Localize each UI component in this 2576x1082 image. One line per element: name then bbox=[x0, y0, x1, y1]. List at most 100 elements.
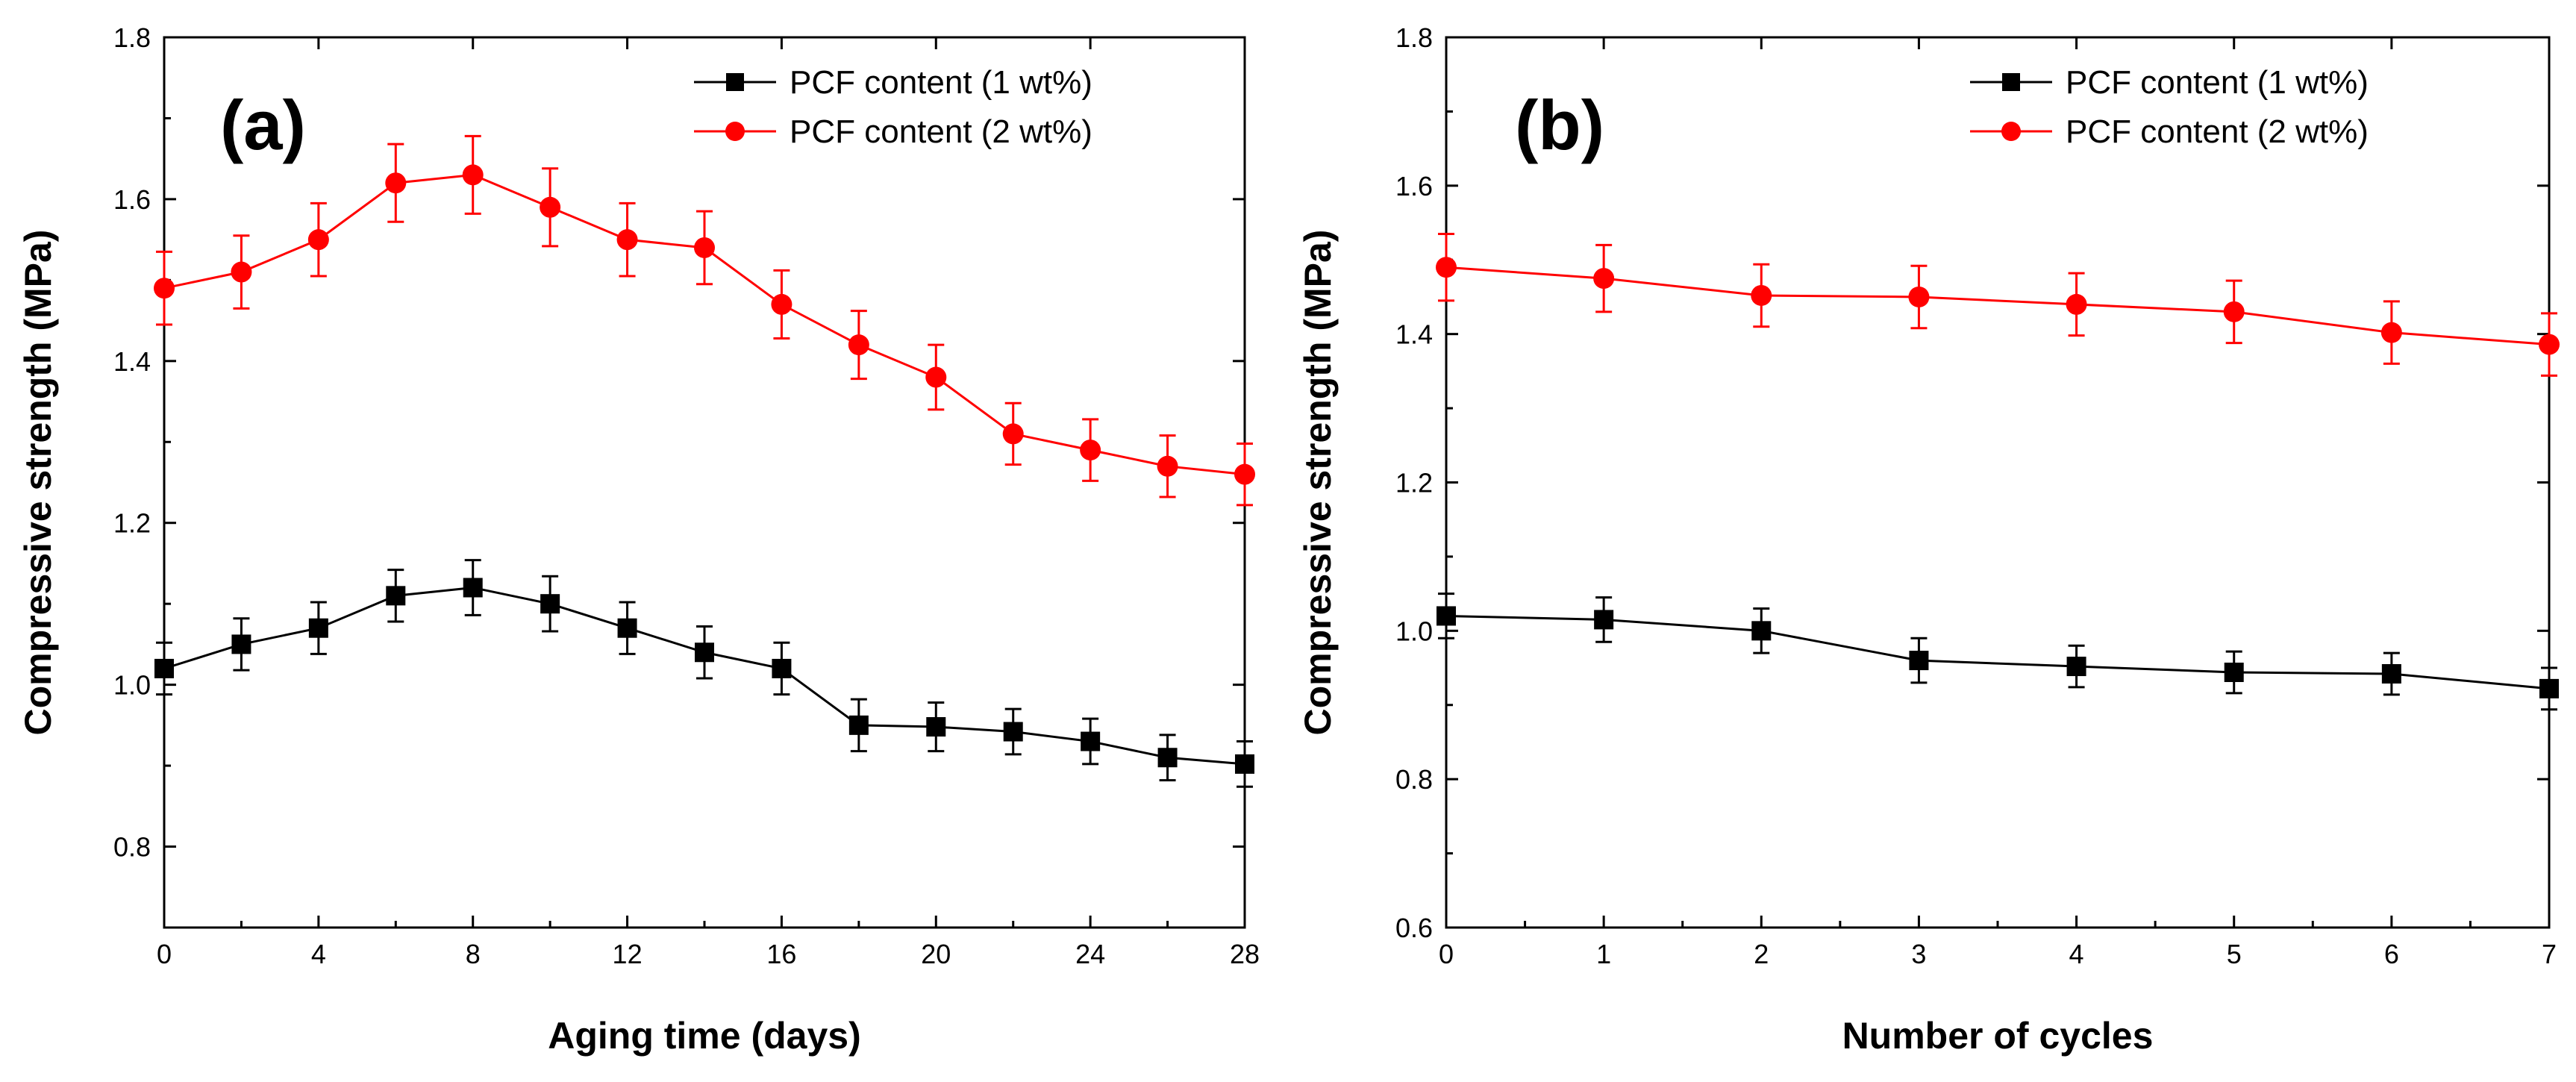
data-point bbox=[1157, 748, 1178, 768]
y-tick-label: 0.6 bbox=[1395, 913, 1433, 943]
data-point bbox=[1437, 606, 1456, 626]
data-point bbox=[2381, 663, 2401, 684]
series-line bbox=[1445, 266, 2550, 346]
y-tick-label: 1.4 bbox=[1395, 319, 1433, 350]
x-tick-label: 2 bbox=[1754, 939, 1769, 969]
panel-a: 0 4 8 12 16 20 24 28 0.8 1.0 1.2 1.4 1.6 1.8 Aging tim… bbox=[17, 22, 1260, 1057]
data-point bbox=[1908, 286, 1930, 307]
x-axis-title: Aging time (days) bbox=[548, 1015, 860, 1057]
data-point bbox=[1080, 440, 1101, 461]
data-point bbox=[1751, 621, 1772, 641]
series-line bbox=[1445, 614, 2550, 690]
data-point bbox=[2223, 301, 2245, 322]
x-tick-label: 4 bbox=[2069, 939, 2084, 969]
y-tick-label: 1.6 bbox=[113, 184, 151, 215]
x-tick-label: 12 bbox=[613, 939, 643, 969]
data-point bbox=[2380, 322, 2402, 343]
data-point bbox=[1436, 257, 1457, 278]
data-point bbox=[1081, 731, 1101, 751]
data-point bbox=[848, 334, 869, 356]
data-point bbox=[1751, 284, 1772, 306]
legend-label: PCF content (2 wt%) bbox=[790, 113, 1092, 150]
data-point bbox=[694, 237, 715, 258]
data-point bbox=[385, 172, 407, 194]
data-point bbox=[308, 618, 328, 638]
data-point bbox=[386, 586, 406, 606]
x-tick-label: 7 bbox=[2542, 939, 2557, 969]
legend-marker bbox=[2001, 122, 2021, 141]
y-tick-label: 1.2 bbox=[113, 508, 151, 539]
data-point bbox=[1594, 610, 1614, 630]
y-tick-label: 1.4 bbox=[113, 346, 151, 377]
legend-label: PCF content (1 wt%) bbox=[2066, 64, 2369, 101]
data-point bbox=[1157, 455, 1178, 477]
y-tick-label: 1.0 bbox=[113, 670, 151, 701]
x-tick-label: 0 bbox=[1439, 939, 1454, 969]
y-tick-label: 0.8 bbox=[113, 832, 151, 863]
series-2 bbox=[1436, 232, 2560, 377]
data-point bbox=[2539, 678, 2559, 698]
legend-label: PCF content (1 wt%) bbox=[790, 64, 1092, 101]
x-tick-label: 5 bbox=[2227, 939, 2242, 969]
data-point bbox=[2066, 293, 2087, 315]
data-point bbox=[1235, 754, 1254, 774]
legend-marker bbox=[726, 73, 744, 91]
data-point bbox=[462, 164, 484, 186]
legend: PCF content (1 wt%) PCF content (2 wt%) bbox=[1970, 64, 2369, 150]
data-point bbox=[2066, 657, 2086, 677]
data-point bbox=[540, 196, 561, 218]
data-point bbox=[1909, 651, 1929, 671]
panel-b: 0 1 2 3 4 5 6 7 0.6 0.8 1.0 1.2 1.4 1.6 1.8 Number of c… bbox=[1297, 22, 2560, 1057]
data-point bbox=[926, 717, 946, 737]
x-tick-label: 0 bbox=[157, 939, 172, 969]
y-axis-title: Compressive strength (MPa) bbox=[1297, 230, 1339, 736]
data-point bbox=[617, 618, 637, 638]
series-2 bbox=[154, 134, 1255, 507]
data-point bbox=[231, 261, 252, 283]
data-point bbox=[2539, 334, 2560, 355]
data-point bbox=[1002, 423, 1024, 445]
plot-frame bbox=[163, 36, 1246, 929]
y-tick-label: 1.0 bbox=[1395, 616, 1433, 646]
data-point bbox=[771, 293, 793, 315]
y-tick-label: 1.6 bbox=[1395, 171, 1433, 201]
x-tick-label: 20 bbox=[921, 939, 951, 969]
data-point bbox=[925, 366, 947, 388]
data-point bbox=[231, 634, 251, 654]
data-point bbox=[1234, 463, 1255, 485]
data-point bbox=[1593, 268, 1615, 290]
x-tick-label: 8 bbox=[466, 939, 481, 969]
y-tick-label: 1.8 bbox=[1395, 22, 1433, 53]
data-point bbox=[154, 658, 174, 678]
panel-label: (b) bbox=[1515, 86, 1604, 164]
x-tick-label: 4 bbox=[311, 939, 326, 969]
data-point bbox=[2224, 663, 2244, 683]
x-tick-label: 6 bbox=[2384, 939, 2399, 969]
legend-marker bbox=[2002, 73, 2020, 91]
x-tick-label: 3 bbox=[1911, 939, 1926, 969]
legend: PCF content (1 wt%) PCF content (2 wt%) bbox=[694, 64, 1092, 150]
data-point bbox=[1003, 722, 1023, 742]
data-point bbox=[463, 578, 483, 598]
x-axis-title: Number of cycles bbox=[1842, 1015, 2154, 1057]
legend-label: PCF content (2 wt%) bbox=[2066, 113, 2369, 150]
data-point bbox=[307, 229, 329, 251]
legend-marker bbox=[725, 122, 745, 141]
y-tick-label: 1.8 bbox=[113, 22, 151, 53]
data-point bbox=[540, 594, 560, 614]
series-1 bbox=[1437, 592, 2559, 711]
x-tick-label: 16 bbox=[766, 939, 796, 969]
data-point bbox=[154, 278, 175, 299]
data-point bbox=[616, 229, 638, 251]
plot-frame bbox=[1445, 36, 2551, 929]
y-axis-title: Compressive strength (MPa) bbox=[17, 230, 59, 736]
y-tick-label: 0.8 bbox=[1395, 764, 1433, 795]
x-tick-label: 28 bbox=[1230, 939, 1260, 969]
data-point bbox=[695, 642, 714, 663]
y-tick-label: 1.2 bbox=[1395, 468, 1433, 498]
data-point bbox=[772, 658, 792, 678]
data-point bbox=[848, 715, 869, 735]
panel-label: (a) bbox=[220, 86, 306, 164]
x-tick-label: 1 bbox=[1596, 939, 1611, 969]
